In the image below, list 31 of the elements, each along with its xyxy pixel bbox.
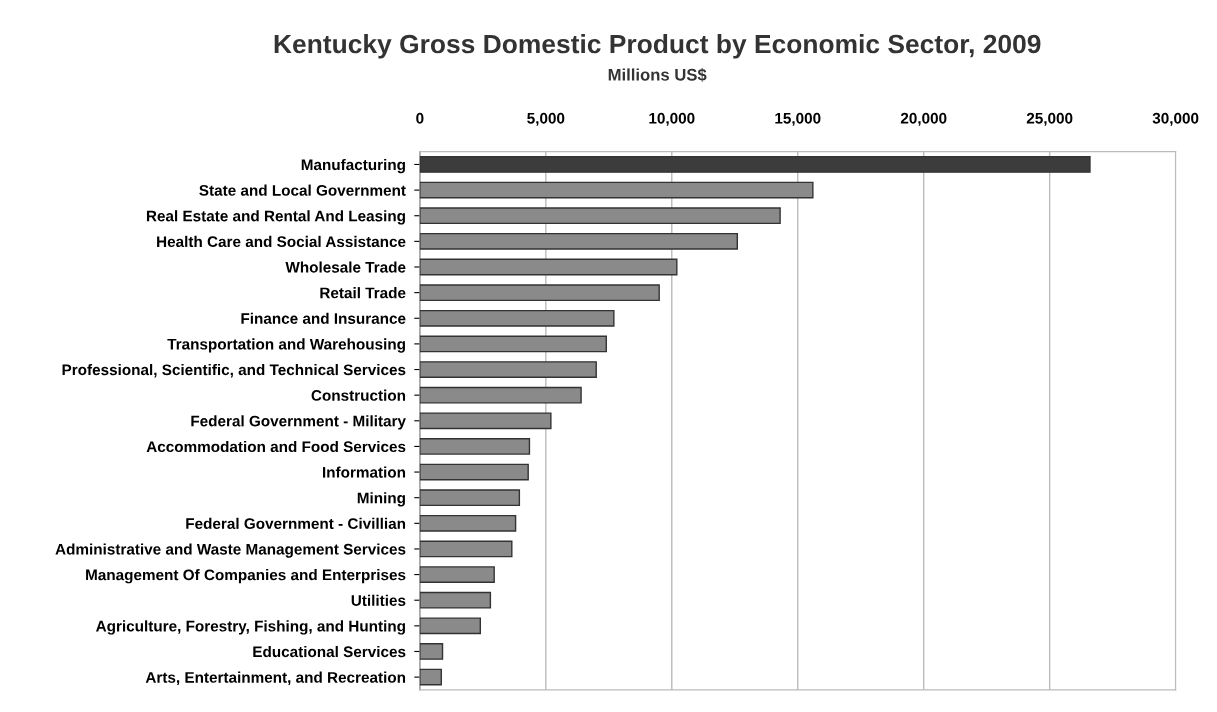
- chart-subtitle: Millions US$: [608, 68, 707, 82]
- x-tick-label: 15,000: [775, 112, 821, 126]
- y-tick-label: Educational Services: [253, 645, 406, 658]
- bar: [419, 156, 1091, 173]
- y-tick-label: Construction: [311, 389, 406, 401]
- y-tick-label: Management Of Companies and Enterprises: [86, 569, 406, 584]
- y-tick-label: Administrative and Waste Management Services: [55, 543, 406, 558]
- y-tick-label: Accommodation and Food Services: [146, 440, 406, 453]
- x-tick-label: 10,000: [649, 112, 695, 126]
- y-tick-label: Information: [322, 466, 406, 478]
- y-tick-label: Mining: [357, 492, 405, 507]
- y-tick-label: Federal Government - Military: [191, 415, 406, 430]
- y-tick-label: Utilities: [351, 594, 406, 606]
- x-tick-label: 25,000: [1026, 112, 1073, 126]
- y-tick-label: Manufacturing: [301, 158, 405, 174]
- y-tick-label: Agriculture, Forestry, Fishing, and Hunting: [95, 620, 405, 635]
- x-tick-label: 20,000: [900, 112, 947, 126]
- y-tick-label: Arts, Entertainment, and Recreation: [145, 671, 406, 686]
- y-tick-label: State and Local Government: [199, 184, 406, 196]
- y-tick-label: Retail Trade: [320, 287, 406, 299]
- y-tick-label: Real Estate and Rental And Leasing: [146, 210, 405, 225]
- x-tick-label: 5,000: [527, 112, 565, 126]
- y-tick-label: Wholesale Trade: [285, 261, 406, 273]
- y-tick-label: Health Care and Social Assistance: [157, 235, 406, 248]
- x-tick-label: 0: [416, 112, 424, 124]
- x-tick-label: 30,000: [1152, 112, 1199, 126]
- y-tick-label: Professional, Scientific, and Technical Services: [62, 363, 406, 378]
- y-tick-label: Finance and Insurance: [241, 312, 406, 324]
- y-tick-label: Federal Government - Civillian: [186, 517, 406, 530]
- y-tick-label: Transportation and Warehousing: [167, 338, 405, 353]
- chart-title: Kentucky Gross Domestic Product by Economic Sector, 2009: [274, 33, 1041, 59]
